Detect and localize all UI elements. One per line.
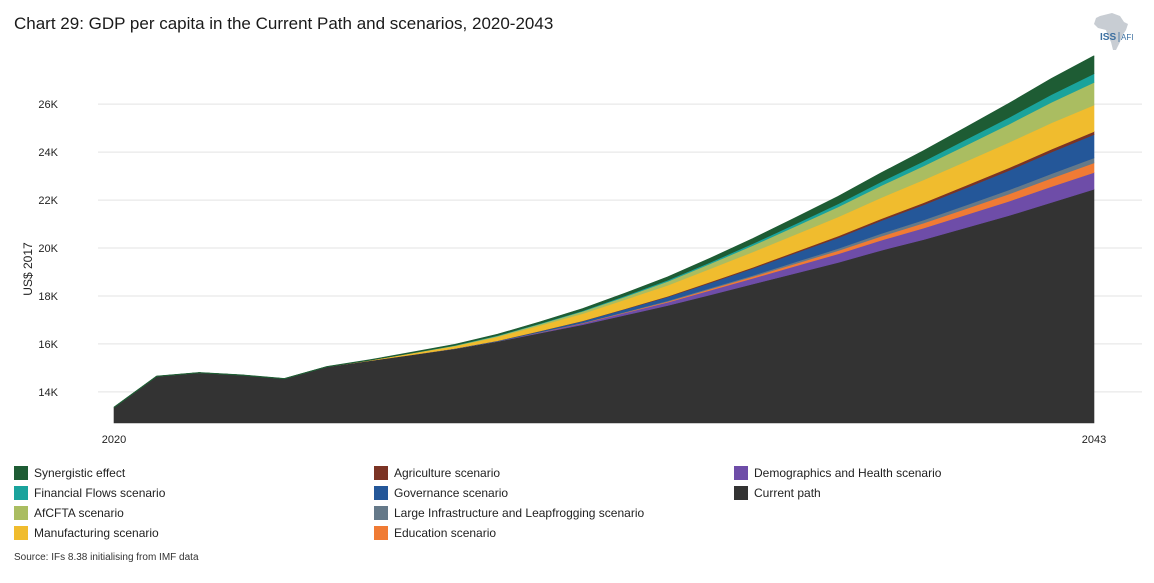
y-tick-label: 14K [38, 387, 58, 399]
y-tick-label: 20K [38, 243, 58, 255]
legend-label: AfCFTA scenario [34, 506, 124, 520]
area-top-outline [113, 55, 1095, 408]
y-tick-label: 22K [38, 195, 58, 207]
chart-area: 14K 16K 18K 20K 22K 24K 26K 2020 2043 US$ 2017 [21, 55, 1142, 446]
africa-map-icon [1094, 13, 1128, 50]
legend-item: Agriculture scenario [374, 465, 500, 481]
y-tick-label: 18K [38, 291, 58, 303]
legend-swatch [14, 486, 28, 500]
legend-swatch [374, 526, 388, 540]
x-tick-label: 2043 [1082, 434, 1106, 446]
y-tick-label: 26K [38, 99, 58, 111]
legend-swatch [374, 506, 388, 520]
legend-item: Education scenario [374, 525, 496, 541]
legend-label: Current path [754, 486, 821, 500]
source-note: Source: IFs 8.38 initialising from IMF d… [14, 552, 199, 563]
legend-swatch [14, 526, 28, 540]
legend-item: Current path [734, 485, 821, 501]
legend-label: Agriculture scenario [394, 466, 501, 480]
legend-swatch [14, 506, 28, 520]
iss-afi-logo: ISS AFI [1094, 13, 1133, 50]
chart-title: Chart 29: GDP per capita in the Current … [14, 14, 554, 33]
legend-item: Large Infrastructure and Leapfrogging sc… [374, 505, 644, 521]
legend-label: Governance scenario [394, 486, 509, 500]
legend-item: Governance scenario [374, 485, 508, 501]
legend-swatch [14, 466, 28, 480]
legend-label: Manufacturing scenario [34, 526, 159, 540]
legend-label: Education scenario [394, 526, 497, 540]
legend-label: Synergistic effect [34, 466, 126, 480]
legend-label: Large Infrastructure and Leapfrogging sc… [394, 506, 645, 520]
y-tick-label: 24K [38, 147, 58, 159]
y-axis-label: US$ 2017 [21, 242, 35, 296]
x-tick-label: 2020 [102, 434, 126, 446]
logo-sub: AFI [1121, 33, 1133, 42]
legend-item: Demographics and Health scenario [734, 465, 941, 481]
legend-item: Synergistic effect [14, 465, 125, 481]
y-tick-label: 16K [38, 339, 58, 351]
legend: Synergistic effect Financial Flows scenar… [14, 463, 1144, 543]
legend-item: Manufacturing scenario [14, 525, 159, 541]
legend-swatch [734, 466, 748, 480]
legend-item: AfCFTA scenario [14, 505, 124, 521]
legend-label: Financial Flows scenario [34, 486, 166, 500]
logo-brand: ISS [1100, 32, 1116, 43]
legend-swatch [374, 466, 388, 480]
legend-swatch [734, 486, 748, 500]
legend-label: Demographics and Health scenario [754, 466, 942, 480]
legend-item: Financial Flows scenario [14, 485, 165, 501]
legend-swatch [374, 486, 388, 500]
